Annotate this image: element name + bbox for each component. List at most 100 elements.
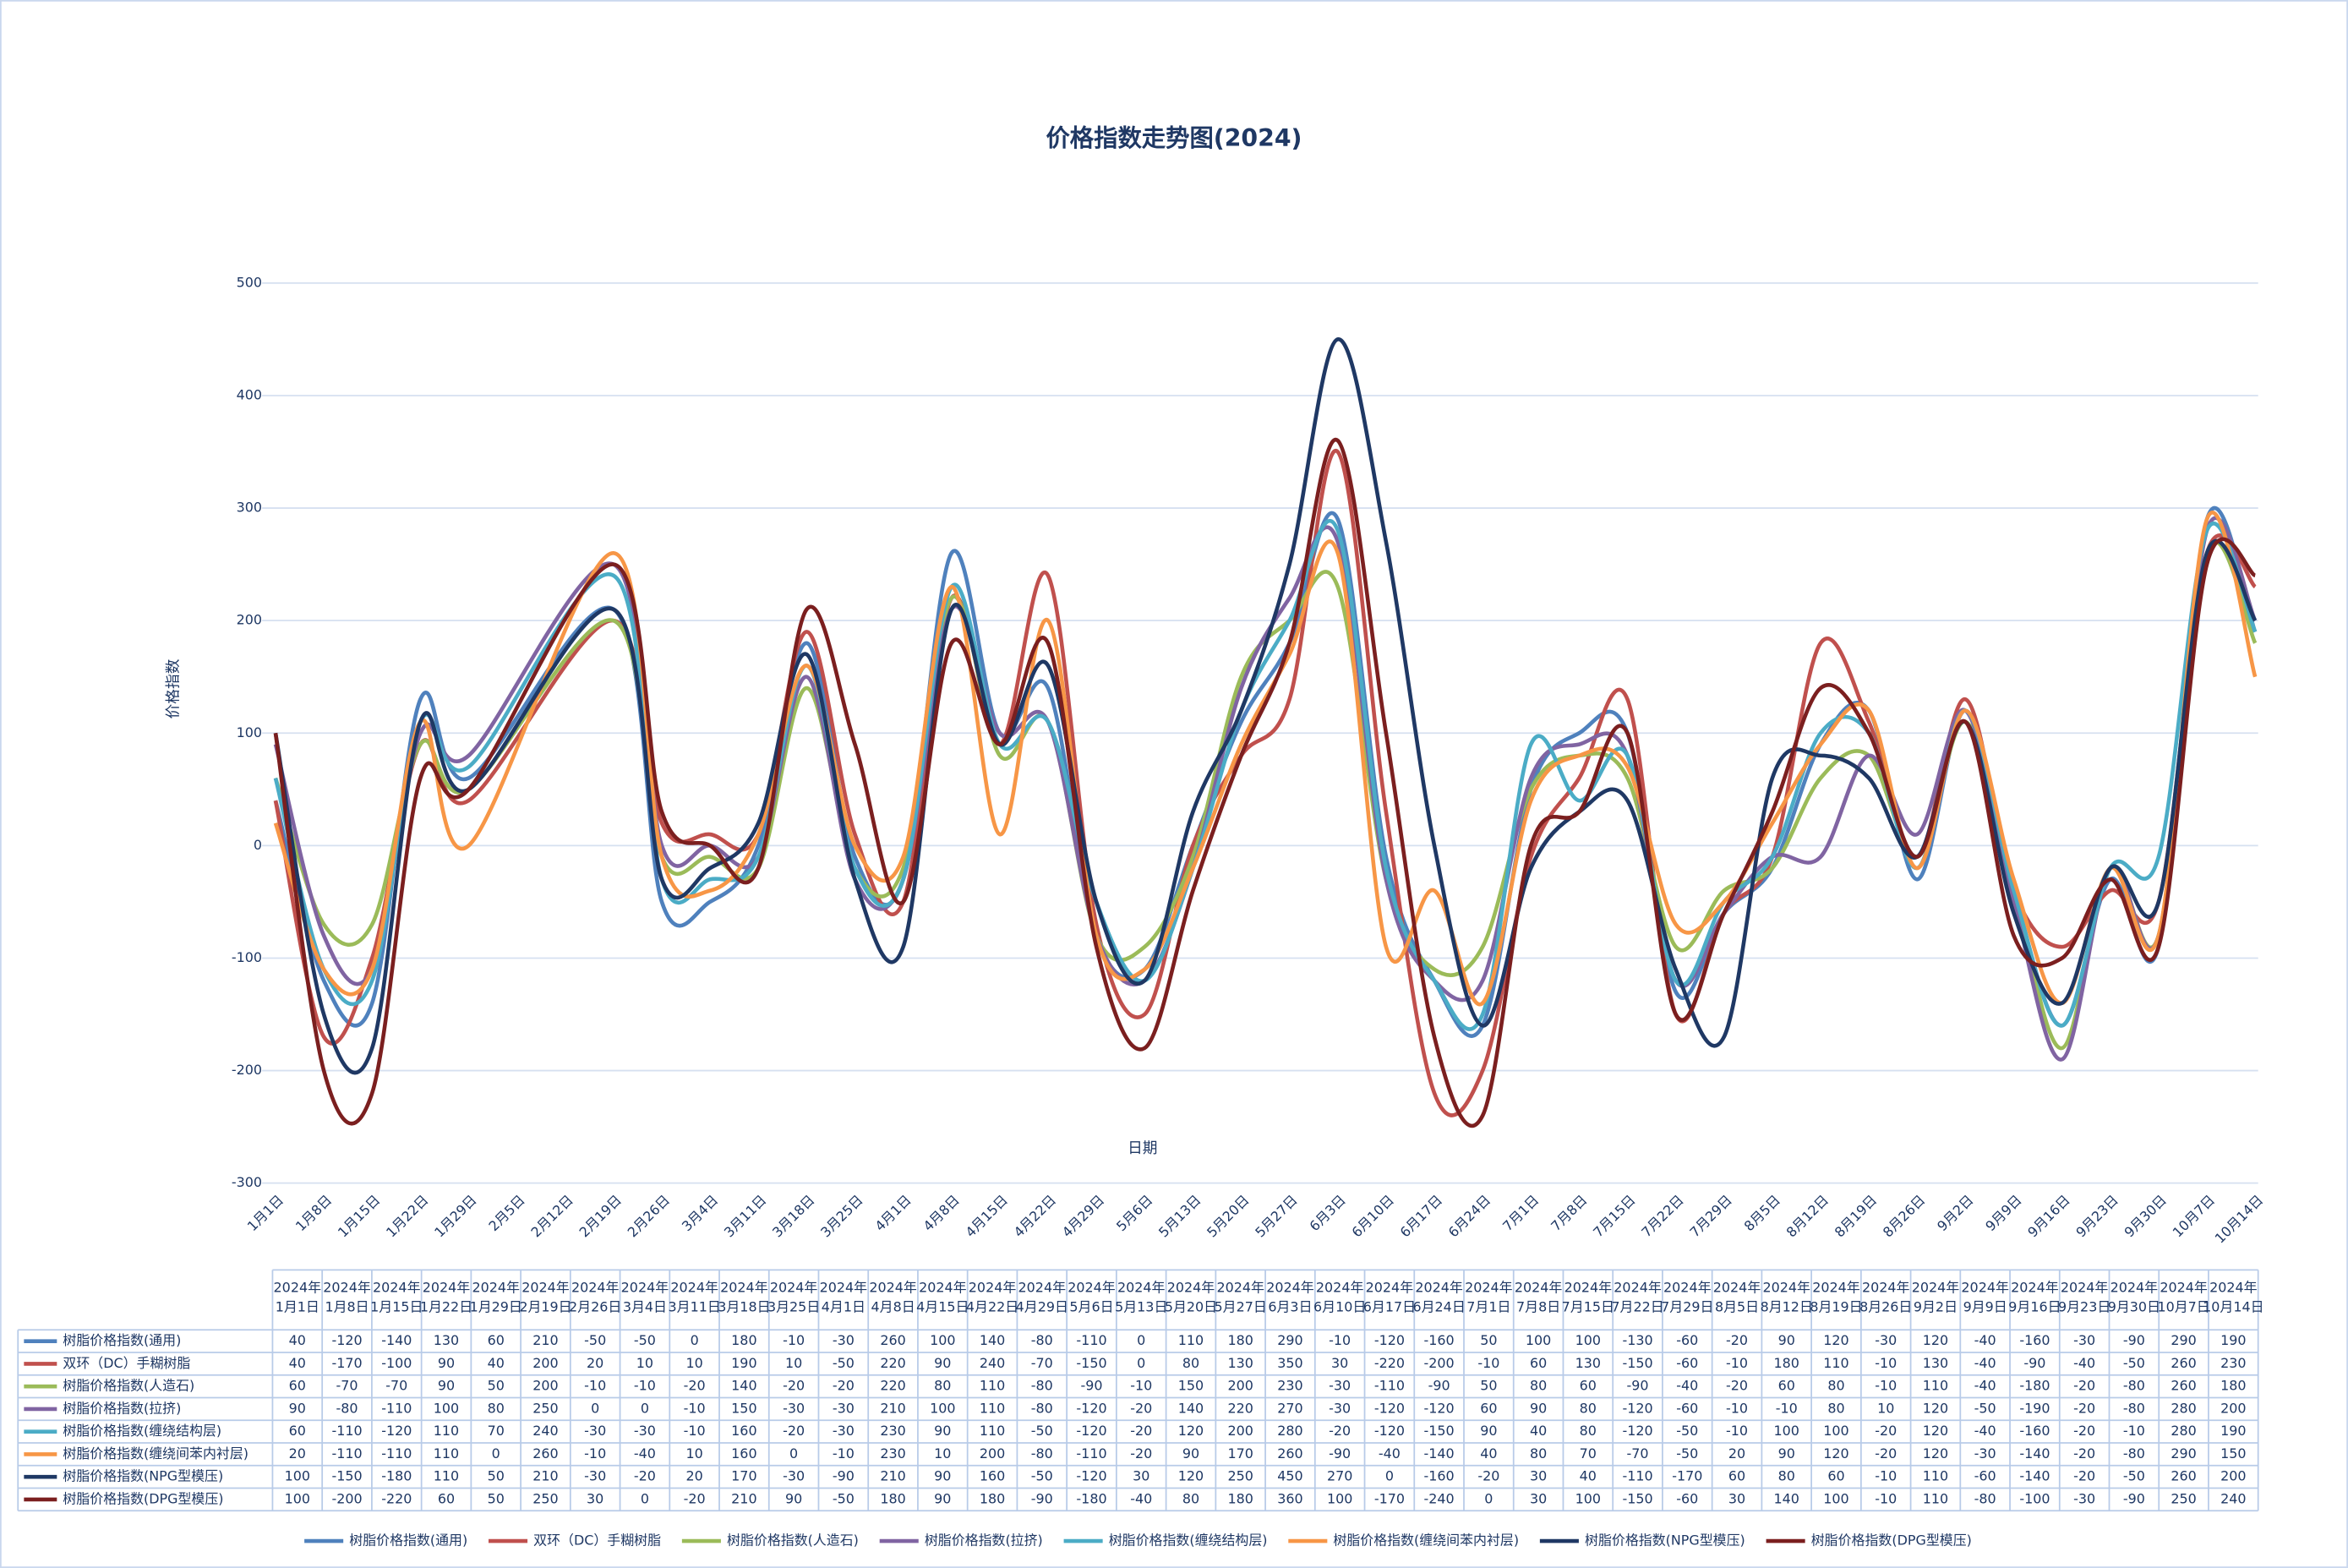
table-cell: 10: [934, 1445, 951, 1461]
table-cell: -30: [833, 1400, 855, 1416]
table-cell: -110: [1374, 1378, 1405, 1394]
table-cell: -70: [336, 1378, 358, 1394]
table-cell: -50: [2123, 1468, 2145, 1484]
table-cell: 10: [785, 1355, 802, 1371]
table-cell: -50: [1974, 1400, 1996, 1416]
table-cell: 30: [1530, 1468, 1547, 1484]
table-cell: -20: [833, 1378, 855, 1394]
table-header: 2024年 3月4日: [621, 1279, 669, 1314]
table-cell: -10: [2123, 1423, 2145, 1439]
table-cell: 450: [1277, 1468, 1302, 1484]
table-cell: 30: [1331, 1355, 1348, 1371]
table-cell: 70: [488, 1423, 505, 1439]
table-row-label: 树脂价格指数(DPG型模压): [63, 1490, 223, 1506]
table-cell: -110: [331, 1423, 362, 1439]
table-cell: -20: [684, 1378, 706, 1394]
table-cell: -10: [1726, 1423, 1748, 1439]
table-header: 2024年 6月17日: [1363, 1279, 1416, 1314]
table-cell: 50: [1480, 1332, 1497, 1348]
table-cell: 130: [434, 1332, 459, 1348]
table-cell: -20: [1726, 1332, 1748, 1348]
table-cell: -20: [1130, 1423, 1152, 1439]
table-cell: -140: [2019, 1468, 2050, 1484]
table-cell: 150: [731, 1400, 756, 1416]
table-cell: 290: [2171, 1332, 2196, 1348]
table-cell: 120: [1823, 1445, 1848, 1461]
table-cell: 30: [1728, 1490, 1745, 1506]
table-cell: -20: [1875, 1445, 1897, 1461]
table-cell: 20: [587, 1355, 603, 1371]
table-cell: -130: [1622, 1332, 1652, 1348]
table-cell: -80: [2123, 1445, 2145, 1461]
table-cell: 110: [980, 1378, 1005, 1394]
table-header: 2024年 6月24日: [1412, 1279, 1465, 1314]
table-cell: 220: [1227, 1400, 1253, 1416]
table-cell: 260: [1277, 1445, 1302, 1461]
table-header: 2024年 6月3日: [1266, 1279, 1314, 1314]
table-cell: -20: [2073, 1400, 2095, 1416]
table-cell: 10: [686, 1355, 703, 1371]
table-cell: 50: [488, 1490, 505, 1506]
table-header: 2024年 3月11日: [669, 1279, 721, 1314]
table-cell: 120: [1178, 1468, 1204, 1484]
legend-label: 双环（DC）手糊树脂: [533, 1532, 661, 1549]
table-cell: -110: [1622, 1468, 1652, 1484]
table-cell: -150: [1622, 1490, 1652, 1506]
table-cell: -150: [1424, 1423, 1455, 1439]
table-cell: 90: [934, 1490, 951, 1506]
table-cell: 40: [1480, 1445, 1497, 1461]
table-cell: 10: [686, 1445, 703, 1461]
table-cell: 100: [930, 1332, 955, 1348]
table-cell: 260: [2171, 1468, 2196, 1484]
table-cell: 0: [1484, 1490, 1493, 1506]
table-cell: 60: [289, 1378, 306, 1394]
table-cell: -160: [2019, 1423, 2050, 1439]
table-cell: 110: [980, 1400, 1005, 1416]
table-cell: 360: [1277, 1490, 1302, 1506]
table-cell: -20: [634, 1468, 656, 1484]
table-cell: 0: [641, 1490, 649, 1506]
table-cell: -40: [634, 1445, 656, 1461]
table-cell: 90: [438, 1355, 455, 1371]
table-cell: -30: [634, 1423, 656, 1439]
table-header: 2024年 10月7日: [2157, 1279, 2209, 1314]
table-cell: -30: [783, 1468, 805, 1484]
table-cell: -120: [331, 1332, 362, 1348]
table-cell: -10: [1477, 1355, 1499, 1371]
table-cell: -50: [833, 1490, 855, 1506]
table-cell: -180: [2019, 1378, 2050, 1394]
table-cell: 100: [1823, 1490, 1848, 1506]
table-cell: -50: [584, 1332, 606, 1348]
table-cell: -40: [1974, 1332, 1996, 1348]
table-cell: 40: [1580, 1468, 1597, 1484]
table-cell: 100: [434, 1400, 459, 1416]
table-cell: -10: [584, 1378, 606, 1394]
table-cell: 80: [1827, 1400, 1844, 1416]
table-cell: 270: [1277, 1400, 1302, 1416]
table-cell: -30: [2073, 1332, 2095, 1348]
table-header: 2024年 5月20日: [1165, 1279, 1217, 1314]
table-cell: -30: [783, 1400, 805, 1416]
table-cell: -20: [2073, 1378, 2095, 1394]
table-header: 2024年 8月19日: [1810, 1279, 1862, 1314]
y-tick-label: 300: [237, 500, 262, 516]
table-row-label: 树脂价格指数(拉挤): [63, 1400, 181, 1416]
y-tick-label: 100: [237, 724, 262, 740]
table-cell: -120: [1076, 1400, 1106, 1416]
legend: 树脂价格指数(通用) 双环（DC）手糊树脂 树脂价格指数(人造石) 树脂价格指数(拉挤…: [304, 1532, 1972, 1549]
table-cell: 90: [1530, 1400, 1547, 1416]
table-cell: -40: [2073, 1355, 2095, 1371]
table-cell: 40: [1530, 1423, 1547, 1439]
table-cell: -240: [1424, 1490, 1455, 1506]
table-cell: 80: [488, 1400, 505, 1416]
table-cell: 140: [980, 1332, 1005, 1348]
table-row-label: 树脂价格指数(NPG型模压): [63, 1468, 223, 1484]
table-cell: 0: [492, 1445, 500, 1461]
table-cell: 100: [1823, 1423, 1848, 1439]
table-cell: -30: [584, 1423, 606, 1439]
table-cell: 60: [438, 1490, 455, 1506]
table-cell: -20: [684, 1490, 706, 1506]
table-cell: -200: [1424, 1355, 1455, 1371]
table-cell: 230: [880, 1445, 905, 1461]
table-cell: 30: [587, 1490, 603, 1506]
